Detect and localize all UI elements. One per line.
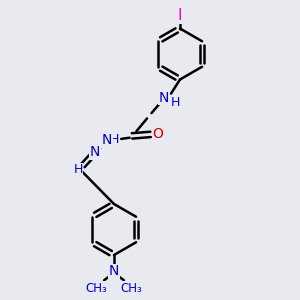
Text: N: N: [90, 146, 100, 159]
Text: O: O: [152, 128, 163, 141]
Text: N: N: [102, 134, 112, 147]
Text: H: H: [73, 163, 83, 176]
Text: CH₃: CH₃: [121, 281, 142, 295]
Text: I: I: [178, 8, 182, 23]
Text: H: H: [110, 133, 119, 146]
Text: H: H: [171, 96, 180, 109]
Text: CH₃: CH₃: [85, 281, 107, 295]
Text: N: N: [109, 264, 119, 278]
Text: N: N: [158, 91, 169, 104]
